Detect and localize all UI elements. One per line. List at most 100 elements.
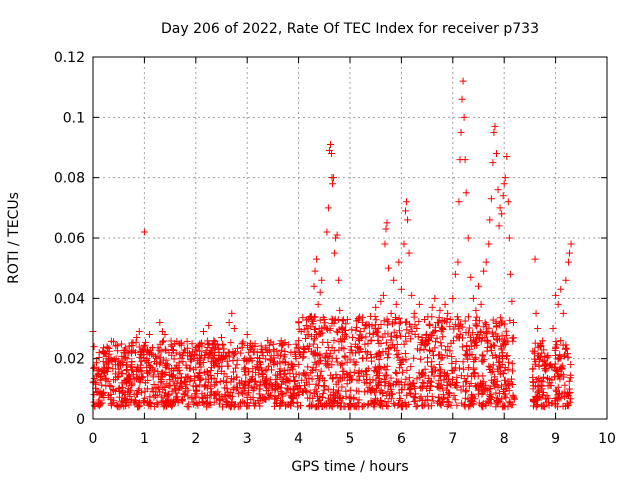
data-point	[120, 349, 128, 357]
x-axis-label: GPS time / hours	[291, 459, 408, 475]
data-point	[225, 318, 233, 326]
y-tick-label: 0.06	[54, 231, 85, 247]
y-tick-label: 0.12	[54, 50, 85, 66]
y-tick-label: 0.02	[54, 352, 85, 368]
data-point	[332, 234, 340, 242]
data-point	[469, 294, 477, 302]
dense-cloud-markers	[89, 313, 575, 411]
data-point	[397, 285, 405, 293]
data-point	[277, 370, 285, 378]
data-point	[367, 312, 375, 320]
data-point	[361, 321, 369, 329]
y-axis-ticks: 0 0.02 0.04 0.06 0.08 0.1 0.12	[54, 50, 607, 428]
data-point	[454, 258, 462, 266]
data-point	[408, 291, 416, 299]
x-tick-label: 9	[551, 431, 560, 447]
data-point	[284, 361, 292, 369]
data-point	[269, 358, 277, 366]
data-point	[110, 376, 118, 384]
data-point	[491, 122, 499, 130]
data-point	[287, 349, 295, 357]
data-point	[377, 297, 385, 305]
data-point	[536, 343, 544, 351]
data-point	[97, 373, 105, 381]
x-tick-label: 1	[140, 431, 149, 447]
data-point	[248, 373, 256, 381]
data-point	[405, 249, 413, 257]
data-point	[482, 258, 490, 266]
data-point	[501, 174, 509, 182]
data-point	[233, 361, 241, 369]
y-tick-label: 0.08	[54, 171, 85, 187]
data-point	[458, 95, 466, 103]
data-point	[343, 315, 351, 323]
data-point	[403, 198, 411, 206]
data-point	[230, 325, 238, 332]
data-point	[477, 300, 485, 308]
data-point	[314, 300, 322, 308]
data-point	[426, 321, 434, 329]
data-point	[544, 352, 552, 360]
x-tick-label: 4	[294, 431, 303, 447]
data-point	[316, 288, 324, 296]
data-point	[441, 300, 449, 308]
y-axis-label: ROTI / TECUs	[6, 192, 22, 284]
data-point	[564, 258, 572, 266]
y-tick-label: 0.1	[63, 110, 85, 126]
data-point	[122, 379, 130, 387]
data-point	[133, 334, 141, 342]
data-point	[228, 309, 236, 317]
data-point	[266, 376, 274, 384]
data-point	[187, 352, 195, 360]
data-point	[487, 195, 495, 203]
data-point	[534, 325, 542, 332]
data-point	[413, 325, 421, 332]
data-point	[259, 349, 267, 357]
data-point	[223, 352, 231, 360]
data-point	[455, 198, 463, 206]
data-point	[490, 128, 498, 136]
data-point	[300, 349, 308, 357]
data-point	[256, 382, 264, 390]
x-tick-label: 0	[89, 431, 98, 447]
data-point	[189, 382, 197, 390]
data-point	[128, 361, 136, 369]
data-point	[364, 340, 372, 348]
data-point	[161, 331, 169, 339]
data-point	[202, 349, 210, 357]
data-point	[318, 276, 326, 284]
data-point	[330, 174, 338, 182]
data-point	[115, 385, 123, 393]
data-point	[327, 150, 335, 158]
data-point	[333, 231, 341, 239]
data-point	[457, 128, 465, 136]
data-point	[486, 216, 494, 224]
data-point	[439, 325, 447, 332]
data-point	[541, 367, 549, 375]
data-point	[271, 385, 279, 393]
data-point	[449, 294, 457, 302]
x-tick-label: 10	[598, 431, 616, 447]
data-point	[200, 328, 208, 336]
x-axis-ticks: 0 1 2 3 4 5 6 7 8 9 10	[89, 57, 616, 447]
data-point	[489, 159, 497, 167]
data-point	[305, 331, 313, 339]
data-point	[253, 361, 261, 369]
data-point	[451, 270, 459, 278]
data-point	[143, 355, 151, 363]
data-point	[565, 249, 573, 257]
data-point	[331, 249, 339, 257]
data-point	[385, 264, 393, 272]
data-point	[289, 373, 297, 381]
data-point	[459, 77, 467, 85]
data-point	[171, 385, 179, 393]
data-point	[315, 325, 323, 332]
data-point	[400, 240, 408, 248]
data-point	[444, 309, 452, 317]
data-point	[125, 388, 133, 396]
data-point	[146, 331, 154, 339]
data-point	[302, 321, 310, 329]
data-point	[349, 334, 357, 342]
data-point	[381, 240, 389, 248]
data-point	[494, 186, 502, 194]
